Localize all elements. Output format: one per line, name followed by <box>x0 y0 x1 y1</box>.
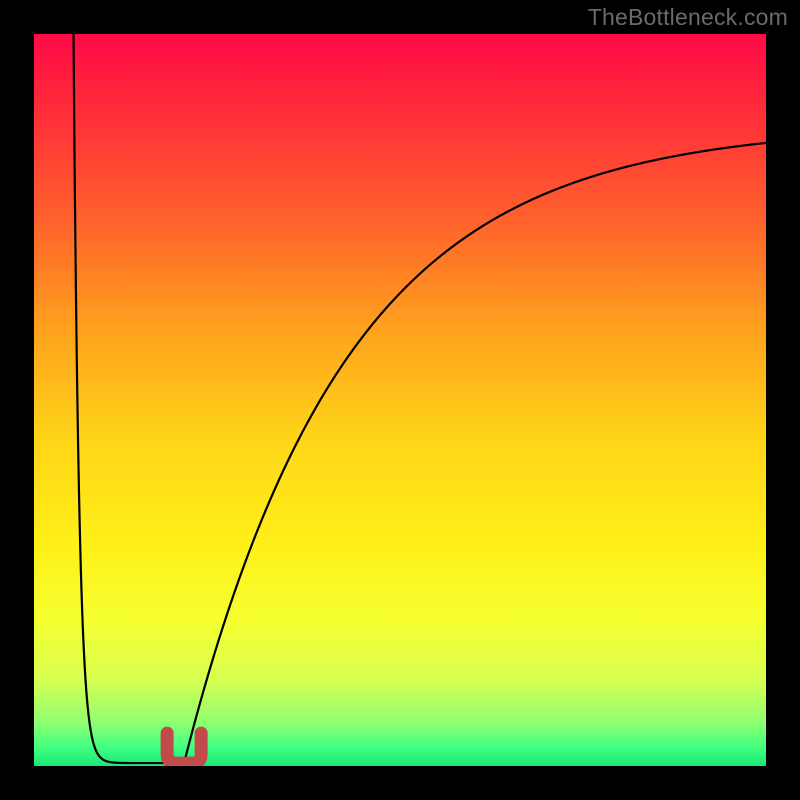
plot-background <box>34 34 766 766</box>
chart-container: TheBottleneck.com <box>0 0 800 800</box>
watermark-text: TheBottleneck.com <box>588 4 788 31</box>
bottleneck-chart <box>0 0 800 800</box>
